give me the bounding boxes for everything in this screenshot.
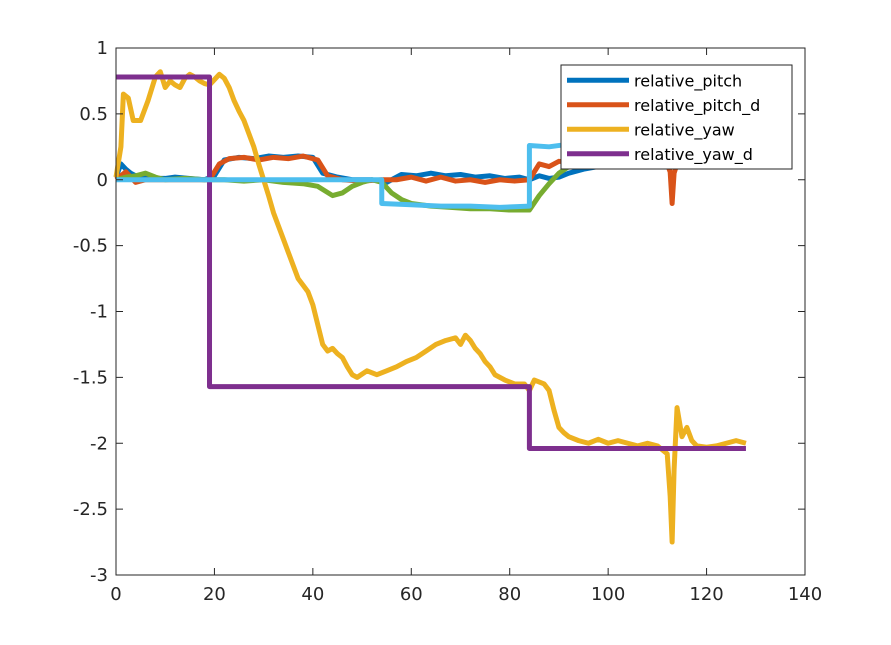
legend-label-relative-pitch-d: relative_pitch_d [634,96,760,116]
axes-layer: 0 20 40 60 80 100 120 140 1 0.5 0 -0.5 -1 -1.5 -2 -2.5 -… [73,38,822,605]
y-tick-label: 1 [97,38,108,59]
series-line-unlabeled-5 [116,137,599,210]
x-tick-label: 20 [203,584,226,605]
y-tick-label: 0 [97,170,108,191]
series-line-relative-pitch-d [114,153,746,206]
legend: relative_pitch relative_pitch_d relative_y… [560,64,793,170]
x-tick-label: 100 [591,584,625,605]
y-tick-label: -2.5 [73,499,108,520]
y-tick-label: 0.5 [79,104,108,125]
legend-label-relative-yaw: relative_yaw [634,120,735,140]
series-line-relative-yaw [113,69,747,545]
x-tick-label: 140 [788,584,822,605]
x-tick-label: 0 [110,584,121,605]
x-tick-label: 120 [689,584,723,605]
legend-label-relative-pitch: relative_pitch [634,71,742,91]
y-tick-label: -0.5 [73,236,108,257]
series-layer [113,69,747,545]
y-tick-label: -3 [90,565,108,586]
series-line-relative-yaw-d [116,74,746,452]
y-tick-label: -1 [90,302,108,323]
x-tick-label: 60 [400,584,423,605]
x-tick-label: 40 [301,584,324,605]
x-tick-label: 80 [498,584,521,605]
y-tick-label: -2 [90,433,108,454]
legend-label-relative-yaw-d: relative_yaw_d [634,145,753,165]
y-tick-label: -1.5 [73,367,108,388]
